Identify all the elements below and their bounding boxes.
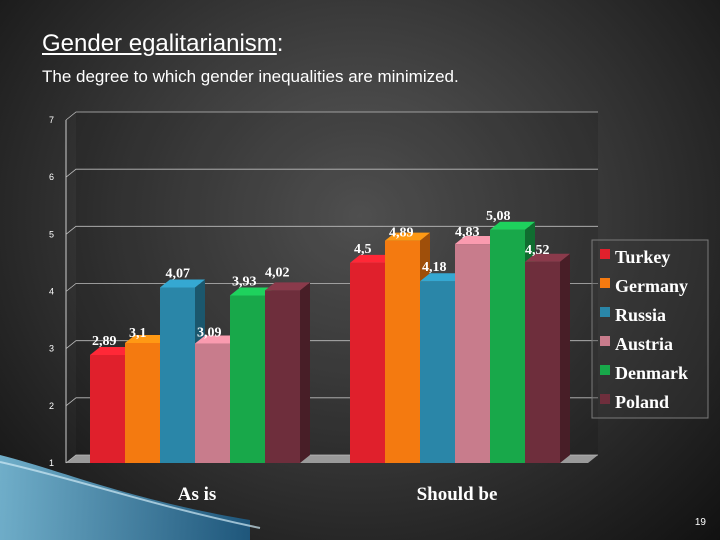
legend-label: Poland <box>615 392 669 412</box>
bar-top <box>160 279 205 288</box>
legend-box <box>591 239 709 419</box>
data-label: 4,52 <box>525 243 550 258</box>
data-label: 5,08 <box>486 209 511 224</box>
bar-front <box>160 287 195 463</box>
data-label: 4,07 <box>166 266 191 281</box>
bar-front <box>230 295 265 463</box>
y-tick-label: 5 <box>49 229 54 239</box>
y-tick-label: 1 <box>49 458 54 468</box>
slide-title-suffix: : <box>276 30 284 57</box>
data-label: 2,89 <box>92 334 117 349</box>
decorative-swoosh <box>0 455 250 540</box>
bar-front <box>420 281 455 463</box>
bar-top <box>420 273 465 282</box>
data-label: 4,83 <box>455 225 480 240</box>
bar-front <box>525 261 560 463</box>
y-tick-label: 7 <box>49 115 54 125</box>
bar-top <box>490 221 535 230</box>
bar-top <box>230 287 275 296</box>
legend-swatch <box>600 307 610 317</box>
gridline <box>65 111 598 121</box>
slide-subtitle: The degree to which gender inequalities … <box>42 67 459 86</box>
bar-front <box>90 354 125 463</box>
gridline <box>65 225 598 235</box>
y-tick-label: 3 <box>49 344 54 354</box>
bar-top <box>265 282 310 291</box>
bar-top <box>455 236 500 245</box>
legend-item: Austria <box>600 334 673 354</box>
bar-side <box>300 282 310 463</box>
x-category-label: As is <box>178 484 217 505</box>
bar-front <box>265 290 300 463</box>
data-label: 4,02 <box>265 265 290 280</box>
legend-label: Austria <box>615 334 673 354</box>
data-label: 3,1 <box>129 326 147 341</box>
bar-top <box>125 334 170 343</box>
decorative-swoosh-line <box>0 461 261 529</box>
bar-front <box>195 343 230 463</box>
legend-label: Germany <box>615 276 688 296</box>
legend-label: Russia <box>615 305 666 325</box>
legend-item: Germany <box>600 276 688 296</box>
x-category-label: Should be <box>417 484 498 505</box>
data-label: 4,5 <box>354 242 372 257</box>
bar-top <box>350 254 395 263</box>
data-label: 4,18 <box>422 260 447 275</box>
data-label: 3,93 <box>232 275 257 290</box>
bar-front <box>385 240 420 463</box>
bar-top <box>195 335 240 344</box>
y-tick-label: 4 <box>49 287 54 297</box>
bar-front <box>350 262 385 463</box>
legend-swatch <box>600 249 610 259</box>
bar-top <box>385 232 430 241</box>
legend-swatch <box>600 278 610 288</box>
page-number: 19 <box>694 517 706 528</box>
bar-side <box>560 253 570 463</box>
legend-item: Russia <box>600 305 666 325</box>
data-label: 3,09 <box>197 326 222 341</box>
legend-label: Turkey <box>615 247 670 267</box>
data-label: 4,89 <box>389 226 414 241</box>
bar <box>265 282 310 463</box>
legend-item: Turkey <box>600 247 670 267</box>
bar-top <box>525 253 570 262</box>
y-tick-label: 2 <box>49 401 54 411</box>
bar <box>525 253 570 463</box>
legend-label: Denmark <box>615 363 688 383</box>
legend-item: Poland <box>600 392 669 412</box>
slide-title: Gender egalitarianism: <box>42 30 283 58</box>
gridline <box>65 168 598 178</box>
legend-swatch <box>600 365 610 375</box>
legend-swatch <box>600 336 610 346</box>
legend-swatch <box>600 394 610 404</box>
legend-item: Denmark <box>600 363 688 383</box>
legend: Turkey Germany Russia Austria Denmark Poland <box>591 239 709 419</box>
bar-front <box>490 229 525 463</box>
bar-front <box>455 244 490 463</box>
slide-title-main: Gender egalitarianism <box>42 30 277 57</box>
bar-top <box>90 346 135 355</box>
y-tick-label: 6 <box>49 172 54 182</box>
bar-front <box>125 342 160 463</box>
